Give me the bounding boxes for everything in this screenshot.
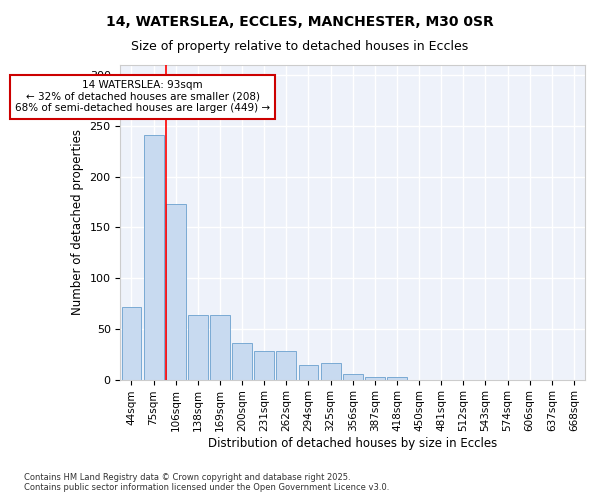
Bar: [122, 306, 142, 380]
Bar: [277, 351, 296, 380]
Y-axis label: Number of detached properties: Number of detached properties: [71, 130, 84, 316]
Bar: [365, 376, 385, 380]
Bar: [387, 376, 407, 380]
Text: 14, WATERSLEA, ECCLES, MANCHESTER, M30 0SR: 14, WATERSLEA, ECCLES, MANCHESTER, M30 0…: [106, 15, 494, 29]
Bar: [343, 374, 362, 380]
Bar: [210, 314, 230, 380]
Bar: [232, 343, 252, 380]
Bar: [143, 135, 164, 380]
Bar: [320, 364, 341, 380]
Text: 14 WATERSLEA: 93sqm
← 32% of detached houses are smaller (208)
68% of semi-detac: 14 WATERSLEA: 93sqm ← 32% of detached ho…: [15, 80, 270, 114]
Bar: [188, 314, 208, 380]
Text: Contains HM Land Registry data © Crown copyright and database right 2025.
Contai: Contains HM Land Registry data © Crown c…: [24, 473, 389, 492]
Bar: [166, 204, 185, 380]
Bar: [299, 366, 319, 380]
X-axis label: Distribution of detached houses by size in Eccles: Distribution of detached houses by size …: [208, 437, 497, 450]
Bar: [254, 351, 274, 380]
Text: Size of property relative to detached houses in Eccles: Size of property relative to detached ho…: [131, 40, 469, 53]
